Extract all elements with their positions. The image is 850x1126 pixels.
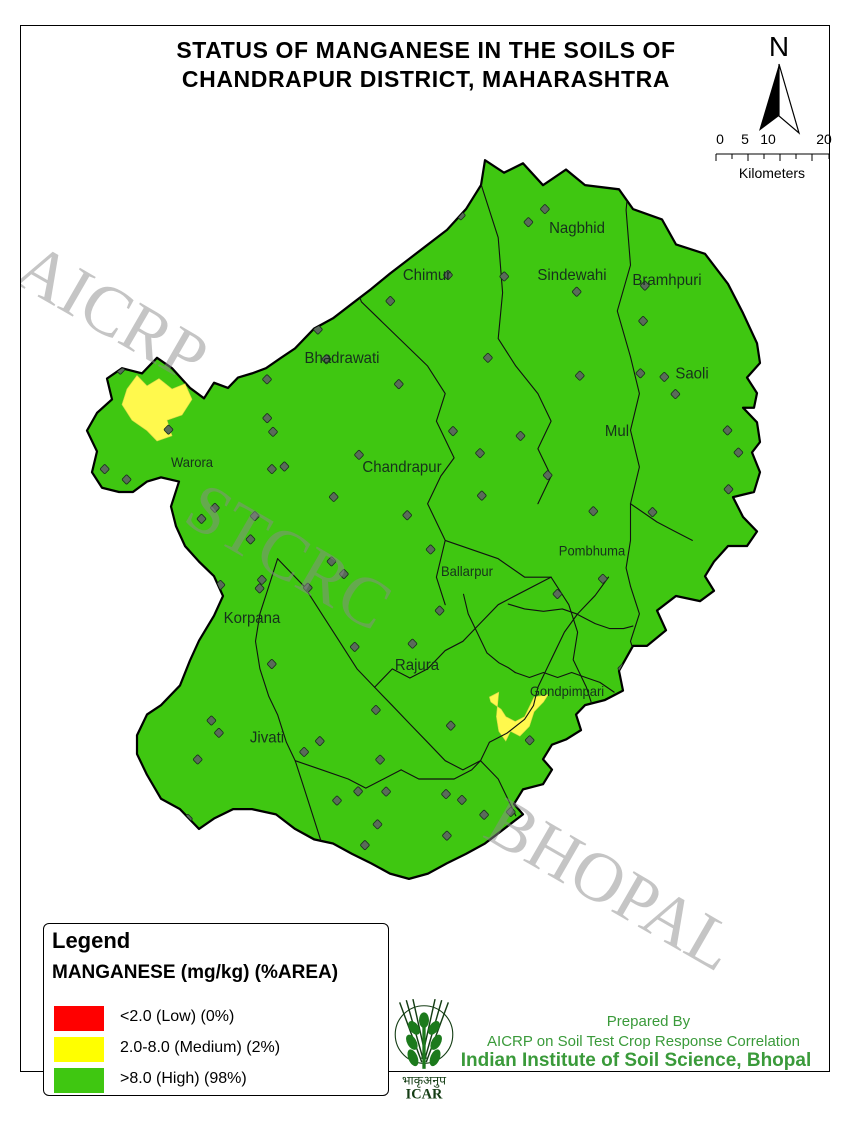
svg-text:Korpana: Korpana [224,610,281,627]
svg-text:Pombhuma: Pombhuma [559,543,626,558]
svg-text:Saoli: Saoli [675,365,708,382]
svg-text:Gondpimpari: Gondpimpari [530,684,604,699]
svg-text:Bramhpuri: Bramhpuri [632,272,701,289]
svg-text:Sindewahi: Sindewahi [537,267,606,284]
svg-text:Nagbhid: Nagbhid [549,220,605,237]
svg-text:Warora: Warora [171,455,214,470]
svg-text:Jivati: Jivati [250,729,284,746]
svg-text:Chandrapur: Chandrapur [362,459,441,476]
svg-text:Rajura: Rajura [395,657,440,674]
svg-text:Ballarpur: Ballarpur [441,564,494,579]
svg-text:Bhadrawati: Bhadrawati [304,350,379,367]
svg-text:Chimur: Chimur [403,267,451,284]
svg-text:Mul: Mul [605,423,629,440]
